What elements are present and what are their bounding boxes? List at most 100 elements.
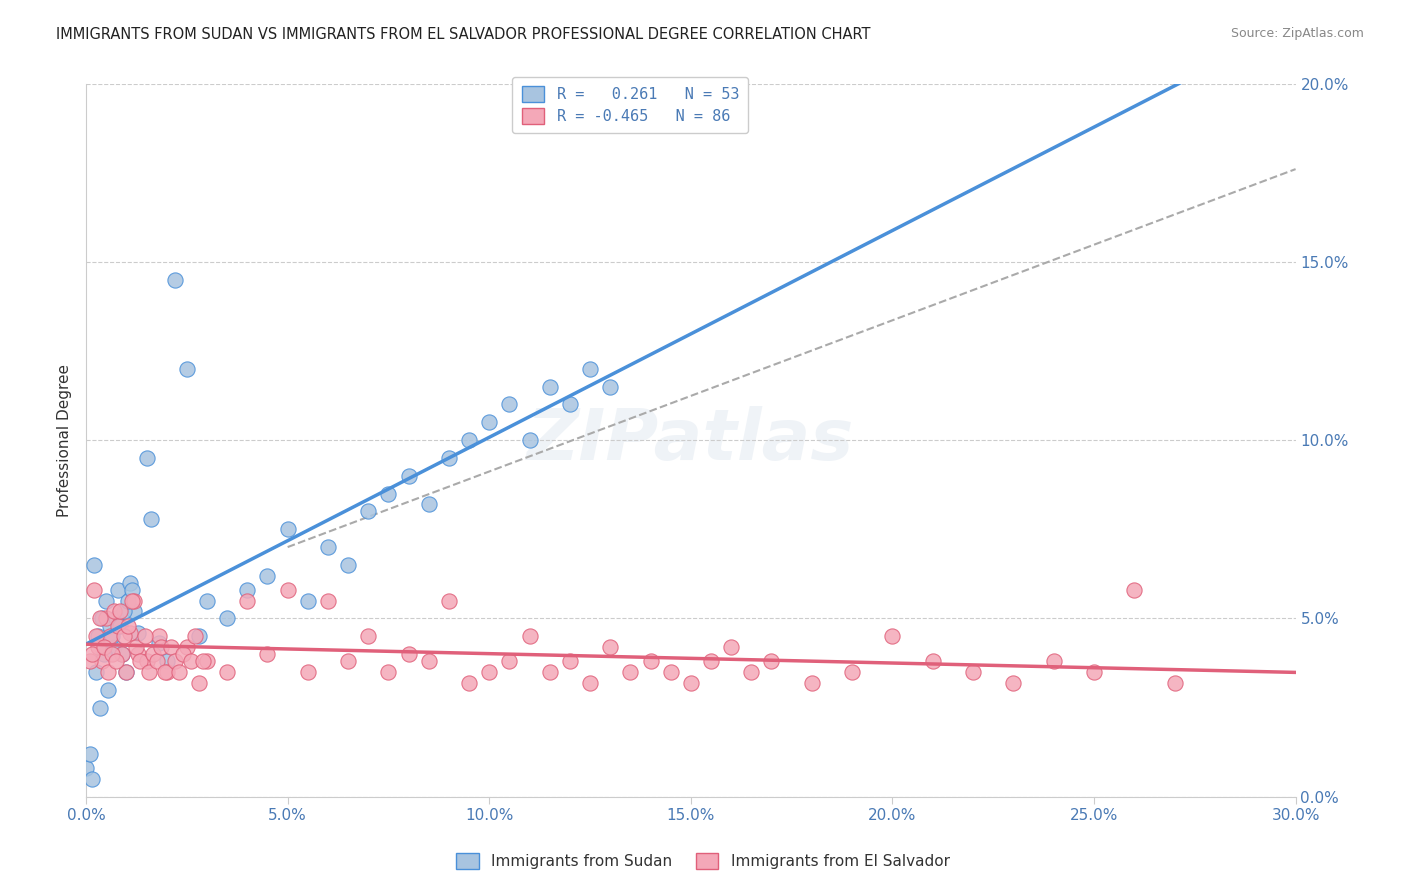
Point <box>176 361 198 376</box>
Point <box>159 640 181 654</box>
Point <box>79 747 101 761</box>
Point <box>256 568 278 582</box>
Point <box>82 772 104 786</box>
Point <box>105 654 128 668</box>
Point <box>142 647 165 661</box>
Point <box>124 604 146 618</box>
Point <box>195 654 218 668</box>
Point <box>96 611 118 625</box>
Point <box>398 647 420 661</box>
Point <box>87 629 110 643</box>
Point <box>236 582 259 597</box>
Point <box>167 665 190 679</box>
Point <box>149 640 172 654</box>
Point <box>882 629 904 643</box>
Point <box>800 675 823 690</box>
Point <box>180 654 202 668</box>
Point <box>148 636 170 650</box>
Point <box>720 640 742 654</box>
Point <box>398 468 420 483</box>
Point <box>498 654 520 668</box>
Point <box>163 654 186 668</box>
Point <box>740 665 762 679</box>
Point <box>112 629 135 643</box>
Point <box>256 647 278 661</box>
Point <box>172 647 194 661</box>
Point <box>558 397 581 411</box>
Point <box>277 522 299 536</box>
Point <box>377 665 399 679</box>
Y-axis label: Professional Degree: Professional Degree <box>58 364 72 516</box>
Point <box>700 654 723 668</box>
Point <box>519 433 541 447</box>
Point <box>377 486 399 500</box>
Point <box>538 665 561 679</box>
Point <box>659 665 682 679</box>
Point <box>103 604 125 618</box>
Point <box>418 654 440 668</box>
Point <box>135 654 157 668</box>
Point <box>110 604 132 618</box>
Point <box>188 675 211 690</box>
Point <box>101 647 124 661</box>
Point <box>761 654 783 668</box>
Point <box>236 593 259 607</box>
Point <box>121 593 143 607</box>
Point <box>1123 582 1146 597</box>
Point <box>458 433 481 447</box>
Point <box>437 593 460 607</box>
Point <box>478 415 501 429</box>
Point <box>277 582 299 597</box>
Point <box>337 558 360 572</box>
Point <box>1083 665 1105 679</box>
Point <box>599 640 621 654</box>
Point <box>579 675 602 690</box>
Point <box>115 665 138 679</box>
Point <box>297 593 319 607</box>
Point <box>93 647 115 661</box>
Point <box>120 625 142 640</box>
Point <box>124 593 146 607</box>
Point <box>107 618 129 632</box>
Point <box>96 593 118 607</box>
Point <box>93 640 115 654</box>
Point <box>599 379 621 393</box>
Point <box>458 675 481 690</box>
Point <box>98 629 121 643</box>
Point <box>117 618 139 632</box>
Point <box>115 665 138 679</box>
Point <box>217 665 239 679</box>
Point <box>153 665 176 679</box>
Point <box>75 761 97 775</box>
Point <box>156 654 179 668</box>
Point <box>83 558 105 572</box>
Text: IMMIGRANTS FROM SUDAN VS IMMIGRANTS FROM EL SALVADOR PROFESSIONAL DEGREE CORRELA: IMMIGRANTS FROM SUDAN VS IMMIGRANTS FROM… <box>56 27 870 42</box>
Point <box>163 273 186 287</box>
Point <box>138 665 160 679</box>
Point <box>91 611 114 625</box>
Legend: R =   0.261   N = 53, R = -0.465   N = 86: R = 0.261 N = 53, R = -0.465 N = 86 <box>512 77 748 133</box>
Point <box>139 511 162 525</box>
Point <box>98 618 121 632</box>
Point <box>129 654 152 668</box>
Point <box>97 682 120 697</box>
Point <box>112 604 135 618</box>
Text: Source: ZipAtlas.com: Source: ZipAtlas.com <box>1230 27 1364 40</box>
Point <box>84 665 107 679</box>
Point <box>478 665 501 679</box>
Point <box>105 611 128 625</box>
Point <box>558 654 581 668</box>
Point <box>97 665 120 679</box>
Legend: Immigrants from Sudan, Immigrants from El Salvador: Immigrants from Sudan, Immigrants from E… <box>450 847 956 875</box>
Point <box>121 582 143 597</box>
Point <box>91 654 114 668</box>
Point <box>111 647 134 661</box>
Point <box>101 629 124 643</box>
Point <box>135 450 157 465</box>
Point <box>127 625 149 640</box>
Point <box>962 665 984 679</box>
Point <box>437 450 460 465</box>
Point <box>134 629 156 643</box>
Point <box>127 647 149 661</box>
Point <box>217 611 239 625</box>
